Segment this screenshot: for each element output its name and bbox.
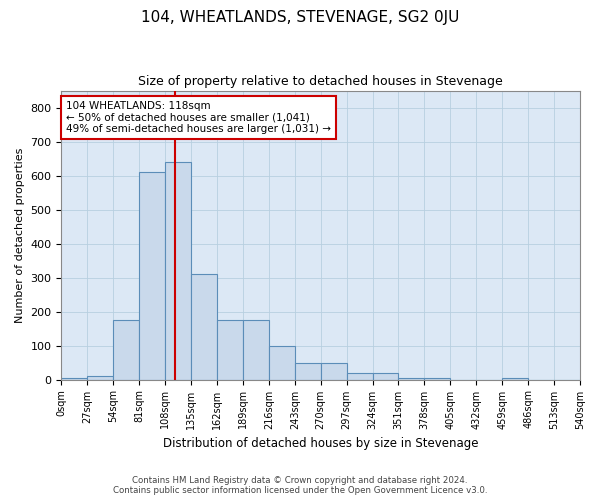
Bar — [191, 274, 217, 380]
Bar — [139, 172, 165, 380]
Bar — [165, 162, 191, 380]
Bar — [502, 378, 528, 380]
Bar — [347, 373, 373, 380]
Bar — [295, 362, 321, 380]
Text: 104, WHEATLANDS, STEVENAGE, SG2 0JU: 104, WHEATLANDS, STEVENAGE, SG2 0JU — [141, 10, 459, 25]
Bar — [269, 346, 295, 380]
X-axis label: Distribution of detached houses by size in Stevenage: Distribution of detached houses by size … — [163, 437, 478, 450]
Bar — [113, 320, 139, 380]
Text: 104 WHEATLANDS: 118sqm
← 50% of detached houses are smaller (1,041)
49% of semi-: 104 WHEATLANDS: 118sqm ← 50% of detached… — [66, 101, 331, 134]
Bar — [373, 373, 398, 380]
Y-axis label: Number of detached properties: Number of detached properties — [15, 148, 25, 323]
Title: Size of property relative to detached houses in Stevenage: Size of property relative to detached ho… — [139, 75, 503, 88]
Bar — [424, 378, 451, 380]
Bar — [88, 376, 113, 380]
Bar — [61, 378, 88, 380]
Bar — [321, 362, 347, 380]
Bar — [243, 320, 269, 380]
Bar — [398, 378, 424, 380]
Text: Contains HM Land Registry data © Crown copyright and database right 2024.
Contai: Contains HM Land Registry data © Crown c… — [113, 476, 487, 495]
Bar — [217, 320, 243, 380]
